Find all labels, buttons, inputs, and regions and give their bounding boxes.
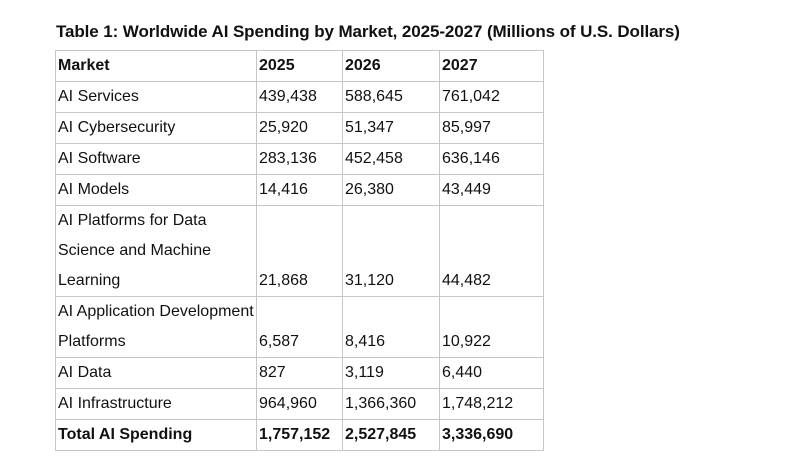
market-cell: AI Software [55,143,257,175]
value-2027-cell: 6,440 [439,357,544,389]
market-cell: AI Platforms for Data Science and Machin… [55,205,257,297]
total-label-cell: Total AI Spending [55,419,257,451]
market-cell: AI Application Development Platforms [55,296,257,358]
value-2027-cell: 44,482 [439,205,544,297]
header-market: Market [55,50,257,82]
value-2025-cell: 14,416 [256,174,343,206]
total-2025-cell: 1,757,152 [256,419,343,451]
table-row: AI Data 827 3,119 6,440 [55,357,544,389]
value-2027-cell: 43,449 [439,174,544,206]
market-cell: AI Cybersecurity [55,112,257,144]
value-2026-cell: 26,380 [342,174,440,206]
ai-spending-table: Market 2025 2026 2027 AI Services 439,43… [55,50,544,451]
table-caption: Table 1: Worldwide AI Spending by Market… [56,22,680,41]
table-row: AI Software 283,136 452,458 636,146 [55,143,544,175]
value-2026-cell: 8,416 [342,296,440,358]
market-cell: AI Infrastructure [55,388,257,420]
value-2025-cell: 21,868 [256,205,343,297]
table-row: AI Models 14,416 26,380 43,449 [55,174,544,206]
value-2027-cell: 761,042 [439,81,544,113]
market-cell: AI Data [55,357,257,389]
header-2026: 2026 [342,50,440,82]
table-row: AI Application Development Platforms 6,5… [55,296,544,358]
value-2025-cell: 827 [256,357,343,389]
table-row: AI Services 439,438 588,645 761,042 [55,81,544,113]
table-row: AI Platforms for Data Science and Machin… [55,205,544,297]
value-2025-cell: 439,438 [256,81,343,113]
value-2026-cell: 1,366,360 [342,388,440,420]
header-2025: 2025 [256,50,343,82]
header-2027: 2027 [439,50,544,82]
value-2025-cell: 25,920 [256,112,343,144]
value-2026-cell: 3,119 [342,357,440,389]
value-2026-cell: 31,120 [342,205,440,297]
value-2025-cell: 964,960 [256,388,343,420]
table-header-row: Market 2025 2026 2027 [55,50,544,82]
value-2026-cell: 588,645 [342,81,440,113]
market-cell: AI Models [55,174,257,206]
value-2025-cell: 6,587 [256,296,343,358]
value-2026-cell: 51,347 [342,112,440,144]
value-2026-cell: 452,458 [342,143,440,175]
value-2027-cell: 85,997 [439,112,544,144]
total-row: Total AI Spending 1,757,152 2,527,845 3,… [55,419,544,451]
market-cell: AI Services [55,81,257,113]
total-2026-cell: 2,527,845 [342,419,440,451]
value-2027-cell: 1,748,212 [439,388,544,420]
table-row: AI Cybersecurity 25,920 51,347 85,997 [55,112,544,144]
value-2027-cell: 10,922 [439,296,544,358]
value-2025-cell: 283,136 [256,143,343,175]
value-2027-cell: 636,146 [439,143,544,175]
table-row: AI Infrastructure 964,960 1,366,360 1,74… [55,388,544,420]
total-2027-cell: 3,336,690 [439,419,544,451]
